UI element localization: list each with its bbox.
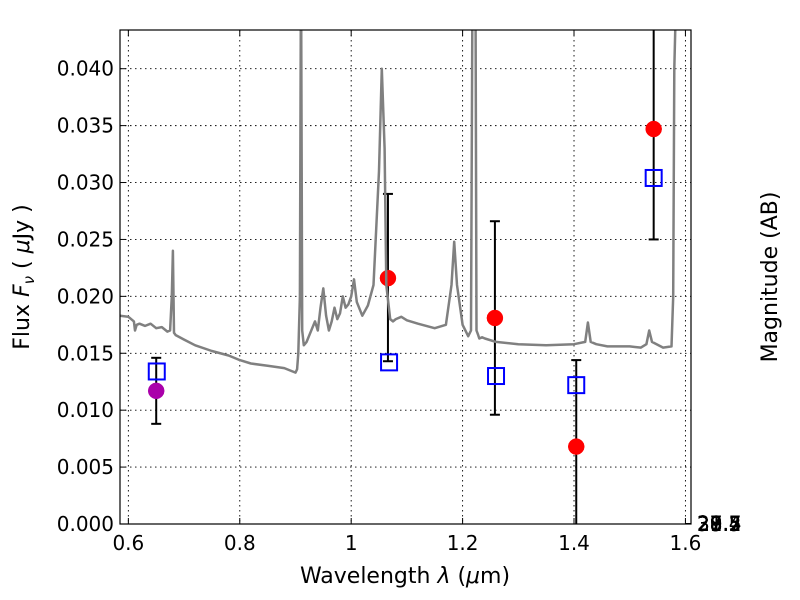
- mag-tick-label: 27.4: [697, 512, 742, 536]
- y-tick-label: 0.010: [57, 398, 114, 422]
- y-tick-label: 0.030: [57, 171, 114, 195]
- y-tick-label: 0.035: [57, 114, 114, 138]
- square-marker: [644, 168, 663, 187]
- mag-tick-label: 27.7: [697, 512, 742, 536]
- mag-tick-label: 29.5: [697, 512, 742, 536]
- mag-tick-label: 28.2: [697, 512, 742, 536]
- spectrum-line: [120, 30, 677, 374]
- plot-frame: [119, 29, 692, 525]
- x-tick-label: 1.2: [447, 531, 479, 555]
- mag-tick-label: 30: [697, 512, 722, 536]
- mag-tick-label: 31: [697, 512, 722, 536]
- y-tick-label: 0.020: [57, 284, 114, 308]
- y-tick-label: 0.005: [57, 455, 114, 479]
- square-marker: [147, 362, 166, 381]
- grid-lines: [120, 30, 691, 525]
- plot-area: [120, 30, 677, 524]
- x-tick-label: 1: [345, 531, 358, 555]
- plot-background: [120, 30, 691, 524]
- mag-tick-label: 27.5: [697, 512, 742, 536]
- y-tick-label: 0.000: [57, 512, 114, 536]
- x-tick-label: 1.6: [670, 531, 702, 555]
- y-tick-label: 0.040: [57, 57, 114, 81]
- y2-axis-label: Magnitude (AB): [758, 192, 783, 363]
- data-point: [645, 120, 662, 138]
- data-point: [486, 309, 504, 327]
- mag-tick-label: 28.5: [697, 512, 742, 536]
- mag-tick-label: 28: [697, 512, 722, 536]
- square-marker: [487, 367, 506, 386]
- mag-tick-label: 29: [697, 512, 722, 536]
- axis-ticks: 0.6 0.8 1 1.2 1.4 1.6 0.000 0.005 0.010 0.015 0.02…: [57, 30, 742, 555]
- y-tick-label: 0.015: [57, 341, 114, 365]
- x-tick-label: 1.4: [558, 531, 590, 555]
- data-point: [379, 269, 397, 287]
- x-tick-label: 0.8: [224, 531, 256, 555]
- x-tick-label: 0.6: [112, 531, 144, 555]
- y-axis-label: Flux Fν ( μJy ): [10, 204, 38, 349]
- square-marker: [567, 376, 586, 395]
- y-tick-label: 0.025: [57, 227, 114, 251]
- data-point: [567, 438, 585, 455]
- square-marker: [380, 353, 399, 372]
- data-point: [147, 382, 165, 400]
- x-axis-label: Wavelength λ (μm): [300, 564, 510, 589]
